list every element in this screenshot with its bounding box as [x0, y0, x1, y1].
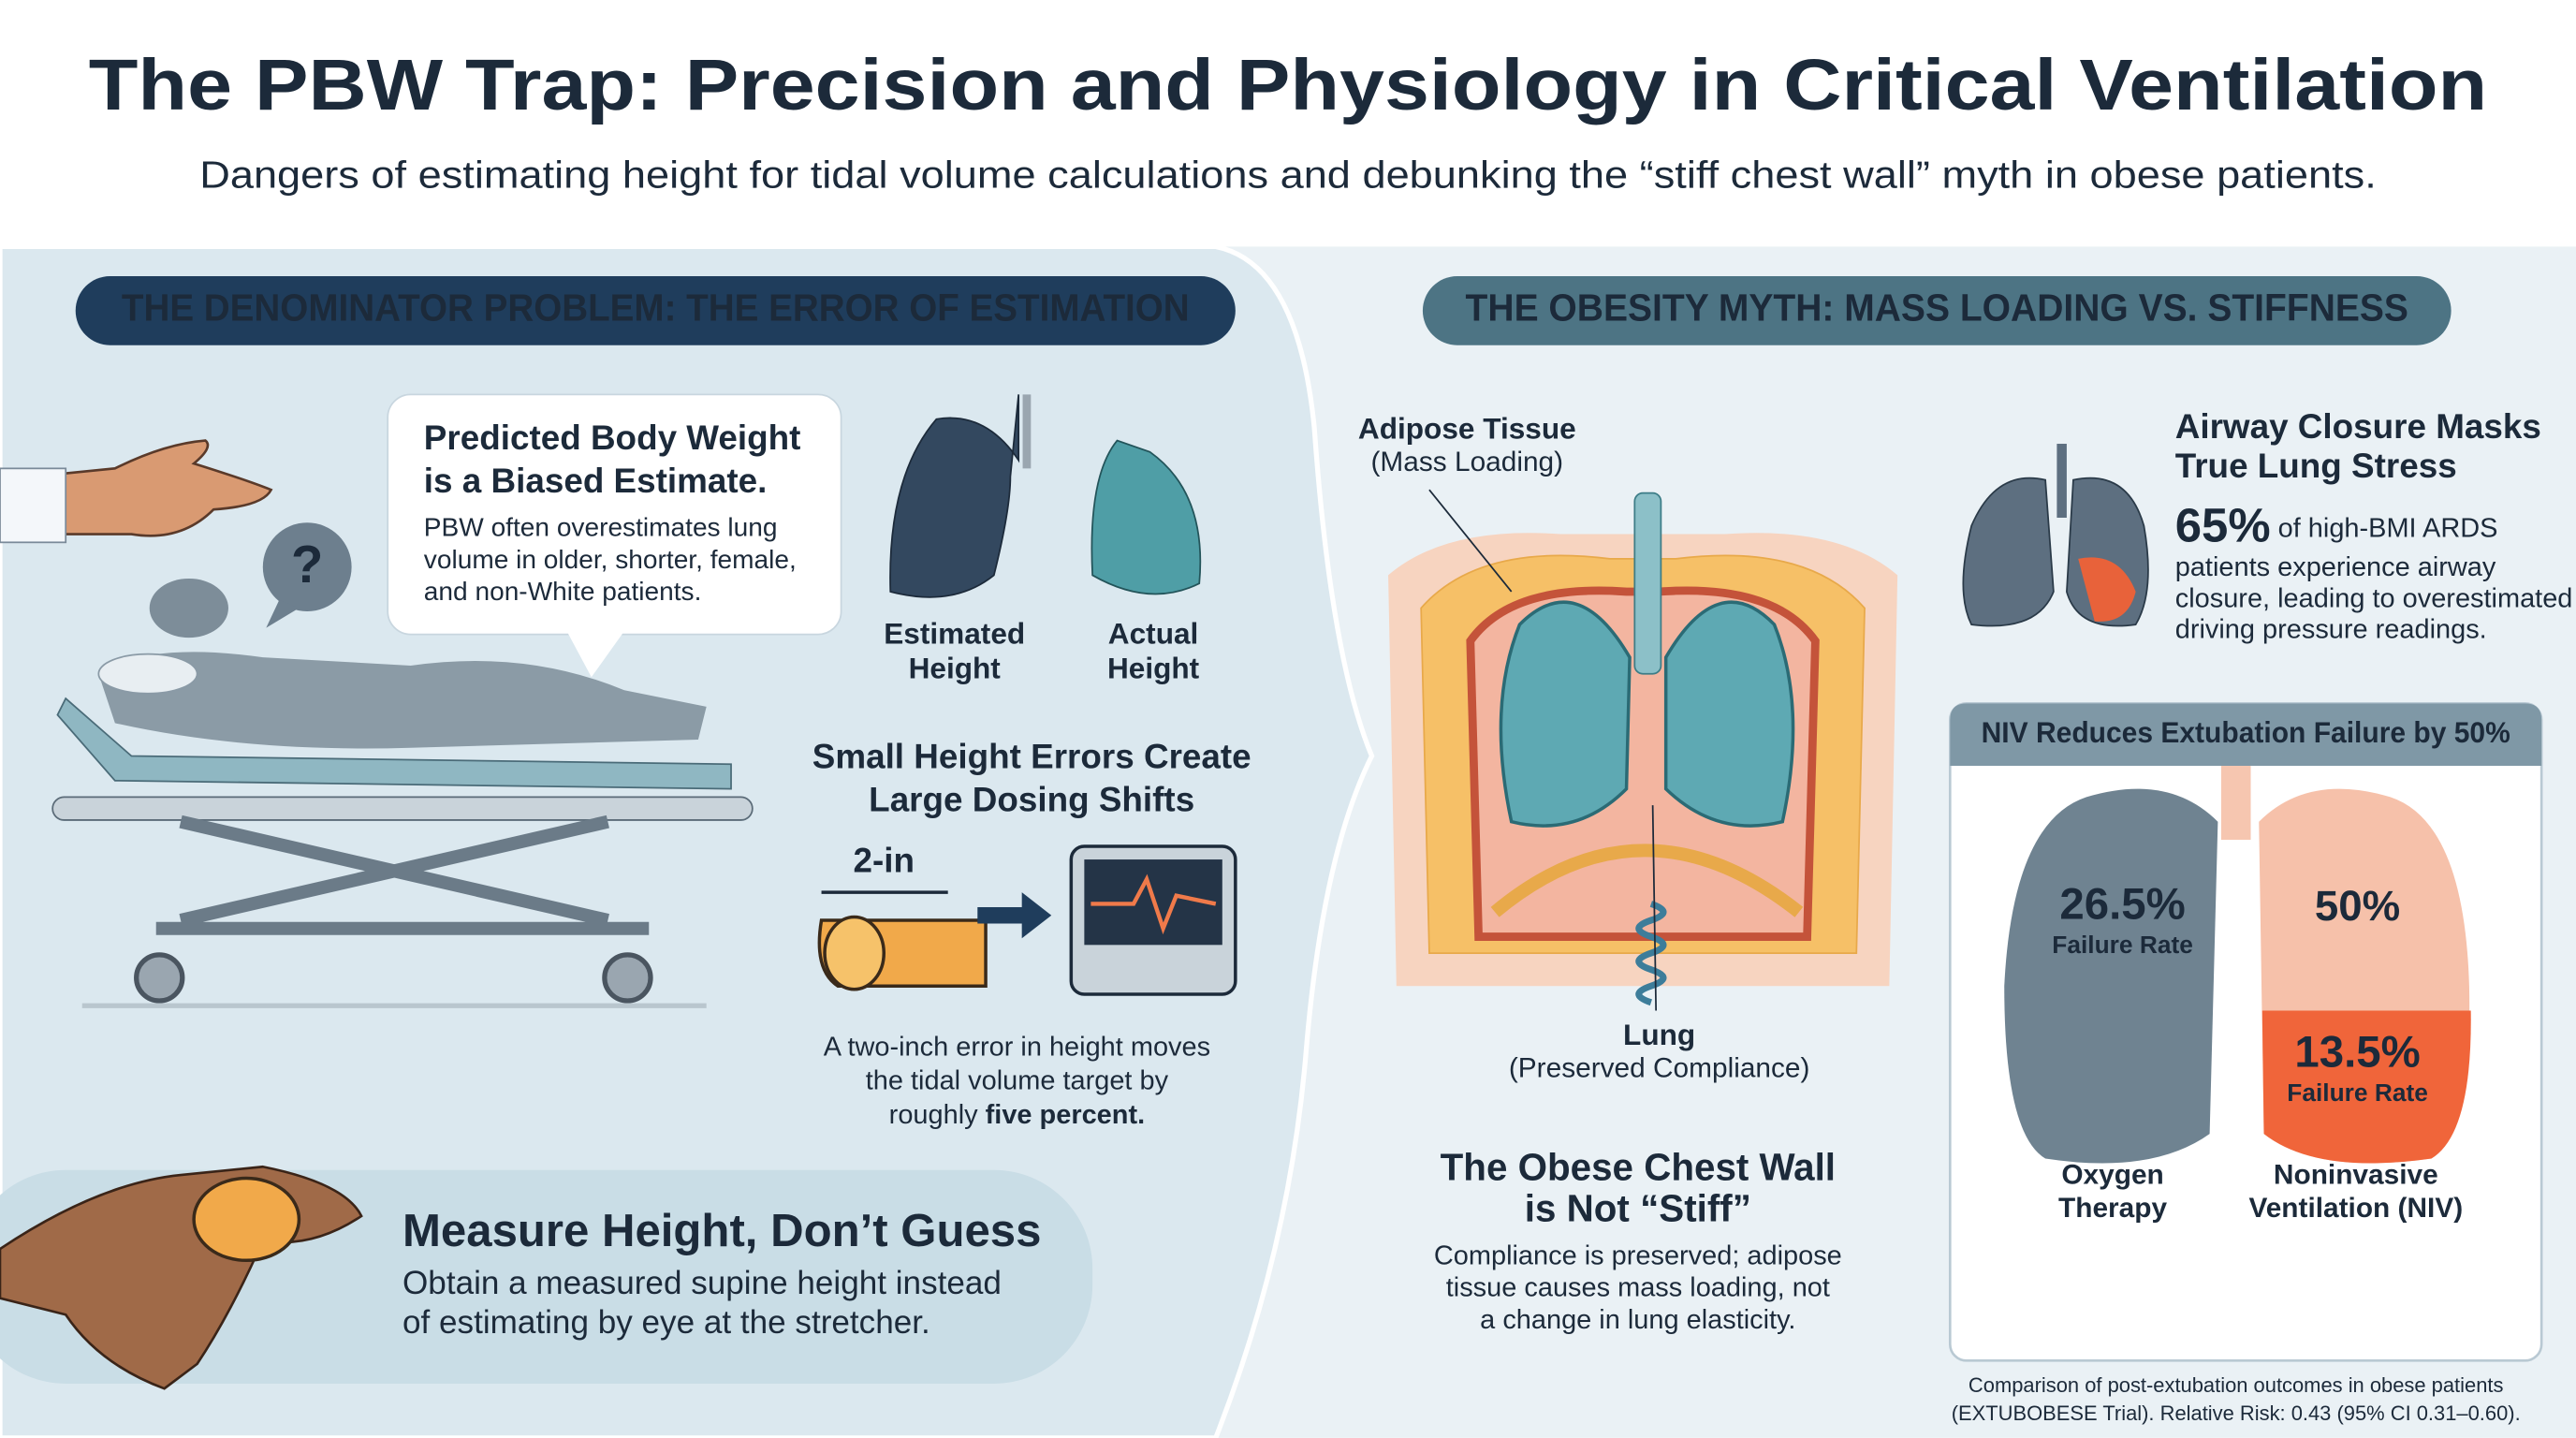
niv-reduction: 50% [2315, 882, 2400, 930]
adipose-note: (Mass Loading) [1371, 447, 1564, 477]
footnote: (EXTUBOBESE Trial). Relative Risk: 0.43 … [1952, 1401, 2521, 1425]
group-label: Ventilation (NIV) [2248, 1193, 2463, 1224]
failure-value: 13.5% [2294, 1027, 2420, 1077]
callout-body: volume in older, shorter, female, [424, 545, 797, 574]
patient-head [149, 578, 228, 638]
stretcher-frame [51, 796, 754, 821]
airway-stat: 65% [2175, 499, 2271, 552]
estimated-lung [889, 394, 1020, 598]
trachea [1633, 492, 1662, 675]
measure-body: Obtain a measured supine height instead [402, 1265, 1002, 1301]
arrow [977, 892, 1052, 939]
section-heading: THE DENOMINATOR PROBLEM: THE ERROR OF ES… [122, 286, 1190, 330]
leader-line [1428, 489, 1513, 593]
airway-lung-left [1962, 477, 2055, 627]
chest-wall-body: tissue causes mass loading, not [1446, 1273, 1830, 1303]
diaphragm [1490, 844, 1804, 917]
caption-text: roughly [889, 1099, 986, 1129]
failure-value: 26.5% [2059, 879, 2185, 929]
lung-note: (Preserved Compliance) [1509, 1053, 1810, 1084]
dosing-title: Large Dosing Shifts [869, 780, 1194, 818]
group-label: Noninvasive [2274, 1160, 2438, 1191]
oxygen-lung [2004, 788, 2218, 1164]
dosing-caption: roughly five percent. [889, 1099, 1145, 1129]
section-heading: THE OBESITY MYTH: MASS LOADING VS. STIFF… [1466, 286, 2408, 330]
measure-title: Measure Height, Don’t Guess [402, 1206, 1041, 1256]
chest-wall-title: The Obese Chest Wall [1441, 1145, 1836, 1188]
dosing-title: Small Height Errors Create [812, 738, 1251, 776]
tape-roll [823, 915, 886, 991]
callout-title: is a Biased Estimate. [424, 462, 768, 500]
dosing-caption: the tidal volume target by [866, 1066, 1169, 1096]
lung-label: Actual [1108, 617, 1199, 651]
wheel [602, 952, 653, 1004]
texts: The PBW Trap: Precision and Physiology i… [89, 45, 2573, 1425]
airway-body: closure, leading to overestimated [2175, 583, 2573, 613]
footnote: Comparison of post-extubation outcomes i… [1969, 1373, 2504, 1397]
question-tail [266, 599, 300, 628]
subtitle: Dangers of estimating height for tidal v… [199, 153, 2377, 196]
title: The PBW Trap: Precision and Physiology i… [89, 45, 2487, 125]
waveform [1090, 873, 1217, 935]
lung-label: Estimated [884, 617, 1025, 651]
measure-body: of estimating by eye at the stretcher. [402, 1304, 930, 1341]
chest-wall-body: Compliance is preserved; adipose [1434, 1240, 1842, 1270]
airway-title: True Lung Stress [2175, 447, 2457, 485]
stretcher-mattress [56, 697, 732, 790]
tape-label: 2-in [853, 841, 915, 879]
callout-tail [566, 631, 624, 678]
airway-closure [2078, 557, 2136, 622]
airway-body: patients experience airway [2175, 552, 2496, 582]
niv-title: NIV Reduces Extubation Failure by 50% [1982, 715, 2510, 749]
tape-roll [192, 1176, 301, 1263]
leader-line [1651, 805, 1658, 1011]
lung-label: Height [1107, 652, 1200, 685]
callout-body: PBW often overestimates lung [424, 513, 778, 542]
dosing-caption: A two-inch error in height moves [824, 1033, 1210, 1063]
niv-trachea [2220, 766, 2251, 840]
chest-wall-body: a change in lung elasticity. [1480, 1305, 1795, 1335]
question-bubble [262, 522, 352, 612]
airway-title: Airway Closure Masks [2175, 407, 2541, 446]
group-label: Oxygen [2061, 1160, 2163, 1191]
actual-lung [1090, 439, 1202, 595]
wheel [134, 952, 185, 1004]
patient-silhouette [98, 652, 707, 749]
airway-stat-line: 65% of high-BMI ARDS [2175, 499, 2498, 552]
adipose-label: Adipose Tissue [1358, 411, 1576, 445]
callout-body: and non-White patients. [424, 577, 702, 606]
spring [1635, 901, 1667, 1006]
lung-title: Lung [1623, 1018, 1695, 1051]
question-mark: ? [291, 535, 323, 594]
airway-trachea [2056, 444, 2067, 518]
niv-header [1950, 703, 2542, 767]
pillow [97, 653, 198, 695]
stretcher-legs [155, 814, 650, 935]
lung-right [1663, 600, 1795, 828]
failure-label: Failure Rate [2052, 931, 2193, 959]
left-heading-pill [75, 276, 1236, 345]
lung-label: Height [909, 652, 1002, 685]
lung-left [1499, 600, 1632, 828]
chest-wall-title: is Not “Stiff” [1525, 1186, 1751, 1229]
hand-illustration [0, 439, 273, 537]
sleeve [0, 467, 67, 544]
caption-emphasis: five percent. [986, 1099, 1145, 1129]
failure-label: Failure Rate [2287, 1078, 2428, 1107]
right-heading-pill [1422, 276, 2452, 345]
group-label: Therapy [2058, 1193, 2167, 1224]
niv-failure-fill [2261, 1010, 2471, 1164]
airway-text: of high-BMI ARDS [2271, 513, 2498, 543]
callout-title: Predicted Body Weight [424, 418, 801, 457]
airway-body: driving pressure readings. [2175, 615, 2487, 645]
